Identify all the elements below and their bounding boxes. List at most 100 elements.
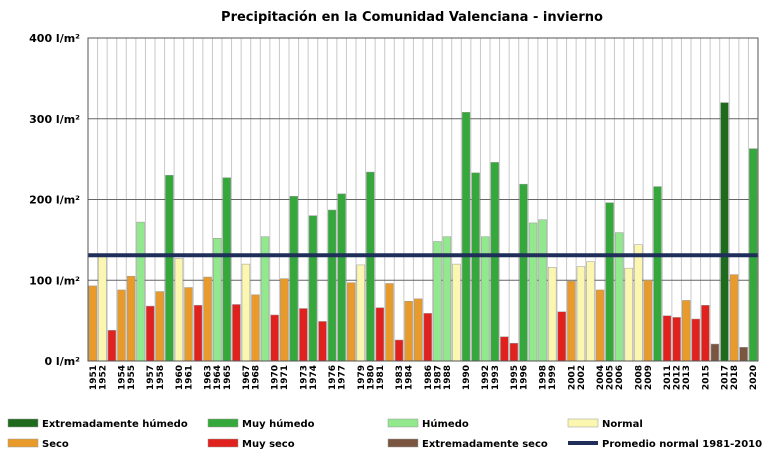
bar-1962 [193,305,203,362]
bar-1997 [528,222,538,362]
x-tick-label: 1952 [98,365,108,390]
bar-1970 [270,314,279,362]
y-tick-label: 200 l/m² [29,194,80,207]
bar-2001 [567,280,576,362]
bar-1953 [107,330,117,362]
x-tick-label: 1979 [357,365,367,390]
bar-1999 [548,267,557,362]
x-tick-label: 1960 [175,365,185,390]
bar-1972 [289,196,298,362]
x-tick-label: 1996 [520,365,530,390]
x-tick-label: 2017 [721,365,731,390]
legend-label: Muy húmedo [242,418,315,430]
x-tick-label: 1961 [185,365,195,390]
bar-2007 [624,267,633,362]
bar-1956 [136,221,145,362]
bar-1984 [404,300,413,362]
x-tick-label: 2011 [663,365,673,390]
chart-title: Precipitación en la Comunidad Valenciana… [221,10,603,25]
bar-1965 [222,177,231,362]
legend-item: Muy seco [207,438,295,450]
bar-1989 [452,263,461,362]
x-tick-label: 2020 [749,365,759,390]
bar-2010 [653,186,662,362]
x-tick-label: 1971 [280,365,290,390]
y-axis-labels: 0 l/m² 100 l/m² 200 l/m² 300 l/m² 400 l/m² [29,32,80,368]
bar-1968 [251,294,260,362]
bar-2009 [643,280,653,362]
legend-label: Húmedo [422,418,469,430]
bar-1971 [280,278,289,362]
y-tick-label: 400 l/m² [29,32,80,45]
bar-1951 [88,285,97,362]
bar-1982 [385,283,394,362]
plot-frame [87,37,759,362]
x-tick-label: 2013 [682,365,692,390]
bar-2013 [682,300,691,362]
legend-item: Promedio normal 1981-2010 [568,439,762,450]
bar-1954 [117,289,126,362]
legend-item: Seco [7,438,69,450]
x-tick-label: 1999 [548,365,558,390]
bar-1960 [174,258,184,362]
x-tick-label: 2005 [606,365,616,390]
x-tick-label: 2002 [577,365,587,390]
y-tick-label: 100 l/m² [29,274,80,287]
bar-1976 [327,209,337,362]
bar-2017 [720,102,729,362]
x-tick-label: 2001 [567,365,577,390]
bar-1987 [433,241,442,362]
bar-1958 [155,291,164,362]
x-tick-label: 1992 [481,365,491,390]
bars [88,102,758,362]
x-tick-label: 1957 [146,365,156,390]
bar-1961 [184,287,193,362]
bar-2018 [729,274,739,362]
bar-1957 [146,305,155,362]
legend-swatch [207,418,239,428]
bar-1977 [337,193,346,362]
x-tick-label: 1995 [510,365,520,390]
bar-1980 [366,171,375,362]
legend-swatch [7,418,39,428]
x-tick-label: 2015 [701,365,711,390]
bar-2014 [691,318,700,362]
bar-2016 [710,343,720,362]
bar-1979 [356,264,365,362]
bar-1996 [519,183,528,362]
bar-1991 [471,172,480,362]
legend-swatch [387,418,419,428]
x-tick-label: 1987 [433,365,443,390]
x-tick-label: 1986 [424,365,434,390]
bar-2011 [662,315,672,362]
x-tick-label: 2004 [596,365,606,390]
bar-1993 [490,162,499,362]
legend-item: Extremadamente húmedo [7,418,188,430]
legend-label: Promedio normal 1981-2010 [602,439,762,450]
bar-1963 [203,276,212,362]
x-tick-label: 2018 [730,365,740,390]
x-tick-label: 2009 [644,365,654,390]
bar-1981 [375,307,385,362]
y-tick-label: 300 l/m² [29,113,80,126]
x-tick-label: 1977 [338,365,348,390]
legend-item: Muy húmedo [207,418,315,430]
legend-label: Extremadamente seco [422,439,548,450]
legend-item: Húmedo [387,418,469,430]
x-tick-label: 2008 [634,365,644,390]
bar-1967 [241,263,251,362]
bar-1966 [232,304,241,362]
bar-1974 [308,215,318,362]
x-tick-label: 1963 [204,365,214,390]
legend-swatch [207,438,239,448]
x-tick-label: 1967 [242,365,252,390]
bar-1959 [165,175,174,362]
x-axis-labels: 1951 1952 1954 1955 1957 1958 1960 1961 1963 1964… [89,365,759,390]
bar-2003 [586,261,595,362]
legend-label: Muy seco [242,439,295,450]
x-tick-label: 1983 [395,365,405,390]
bar-2000 [557,311,566,362]
x-tick-label: 1988 [443,365,453,390]
bar-1998 [538,219,547,362]
